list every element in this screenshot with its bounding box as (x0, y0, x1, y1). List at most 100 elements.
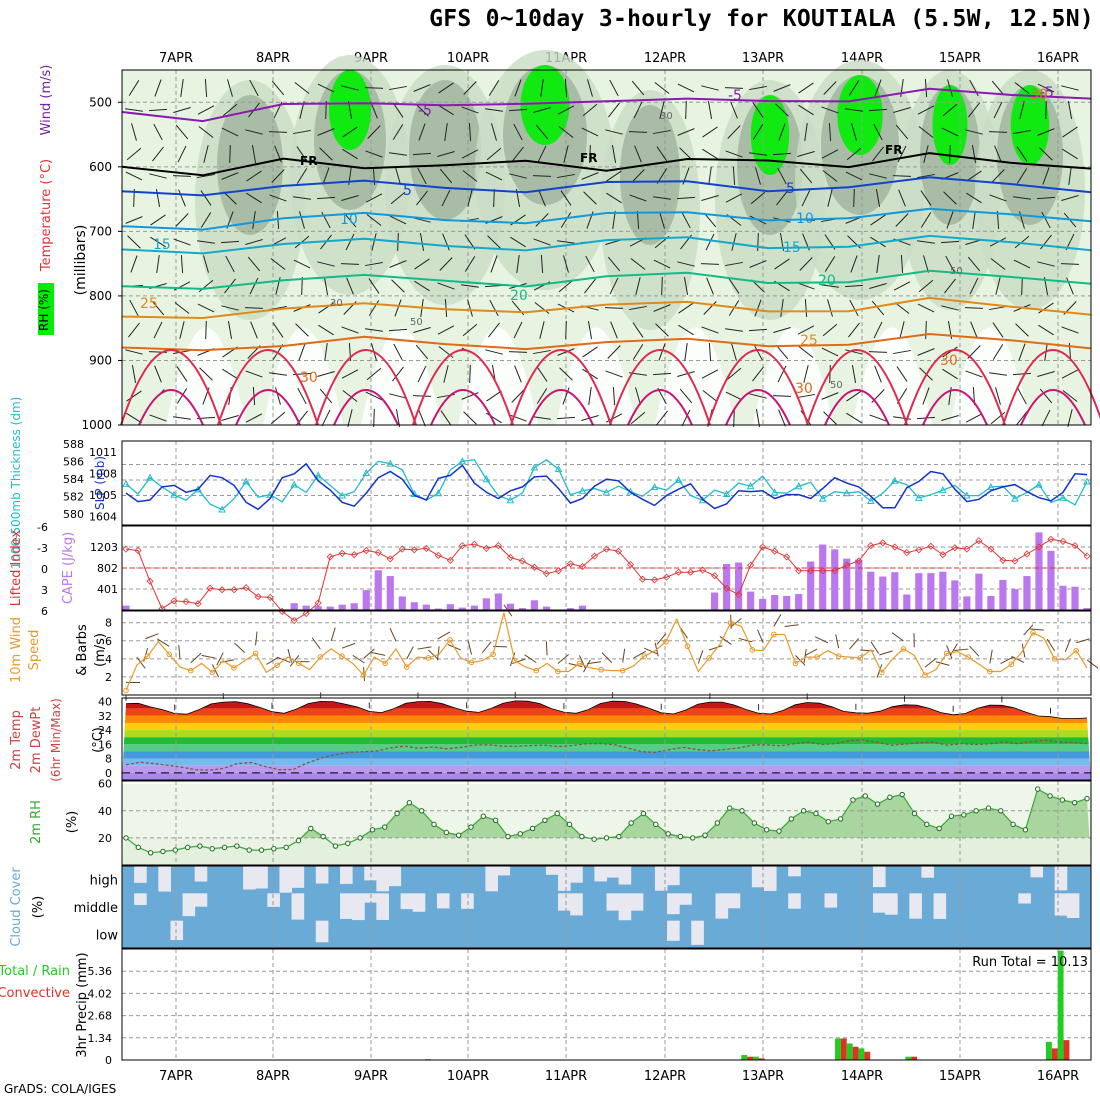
wind-barb (732, 166, 736, 186)
wind-barb (464, 256, 476, 272)
wind-speed-marker (706, 655, 712, 661)
wind-barb (1036, 196, 1056, 200)
wind-barb (323, 277, 329, 295)
thickness-marker (866, 496, 875, 504)
wind-barb (822, 323, 838, 337)
rh2m-marker (1071, 799, 1078, 806)
wind-barb (897, 145, 907, 163)
wind-barb (941, 305, 959, 311)
cape-bar (999, 579, 1007, 610)
cape-bar (470, 605, 478, 610)
wind-barb-10m (804, 648, 818, 657)
wind-barb-10m (190, 652, 202, 663)
wind-barb (1062, 148, 1078, 160)
thickness-marker (506, 496, 515, 504)
wind-barb (126, 390, 142, 402)
wind-barb (223, 191, 237, 205)
cape-bar (759, 598, 767, 610)
temp2m-tick-label: 32 (98, 710, 112, 723)
thickness-marker (939, 486, 947, 494)
cloud-gap (933, 893, 947, 919)
temp-contour-label: 10 (340, 212, 358, 228)
rh2m-marker (283, 844, 289, 851)
wind-barb (995, 277, 1001, 295)
wind-barb (628, 131, 648, 133)
wind-barb (918, 279, 934, 293)
wind-barb (199, 367, 213, 381)
temp-band (122, 730, 1091, 738)
precip-total-bar (741, 1055, 748, 1060)
wind-barb (971, 145, 977, 163)
lifted-index-marker (122, 545, 130, 553)
cloud-gap (679, 893, 692, 905)
lifted-index-marker (987, 545, 995, 553)
cape-bar (963, 596, 971, 610)
wind-barb (250, 321, 258, 339)
wind-barb (441, 189, 451, 207)
cape-bar (1035, 532, 1043, 610)
wind-barb (874, 365, 882, 383)
wind-barb (1015, 323, 1029, 337)
rh2m-marker (628, 820, 634, 826)
lifted-index-marker (735, 591, 743, 599)
cape-bar (1023, 576, 1031, 610)
wind-barb (778, 123, 786, 141)
cape-bar (819, 544, 827, 610)
precip-axis-label: 3hr Precip (mm) (75, 952, 90, 1057)
rh2m-marker (813, 810, 819, 817)
lifted-index-marker (206, 584, 214, 592)
lifted-index-tick-label: 0 (41, 563, 48, 576)
wind-barb (898, 189, 906, 207)
rh-contour-label: 30 (660, 111, 673, 122)
wind-tick-label: 6 (105, 635, 112, 648)
wind-speed-marker (576, 660, 583, 667)
wind-barb (991, 80, 1005, 96)
wind-barb-10m (949, 643, 958, 656)
cloud-gap (1018, 893, 1031, 904)
cape-bar (891, 572, 899, 610)
wind-speed-marker (382, 660, 388, 667)
wind-barb (797, 282, 815, 290)
rh2m-marker (566, 821, 573, 828)
rh2m-low-band (122, 837, 1091, 865)
dry-valley (655, 327, 735, 425)
wind-barb (630, 411, 646, 425)
wind-barb (513, 321, 523, 339)
thickness-marker (674, 475, 683, 483)
lifted-index-marker (831, 567, 839, 575)
chart-title: GFS 0~10day 3-hourly for KOUTIALA (5.5W,… (429, 6, 1094, 32)
cloud-gap (788, 893, 801, 909)
wind-barb-10m (1021, 643, 1026, 658)
wind-barb (317, 128, 335, 136)
wind-barb (965, 129, 983, 135)
wind-barb (394, 299, 402, 317)
wind-barb (173, 349, 191, 355)
wind-barb (317, 371, 335, 377)
wind-barb (632, 344, 644, 360)
wind-barb (1013, 196, 1031, 200)
lifted-index-marker (662, 573, 671, 581)
wind-barb (562, 387, 570, 405)
rh2m-marker (554, 810, 560, 817)
panel-frame (121, 525, 1092, 611)
dry-valley (556, 327, 636, 425)
wind-barb (125, 171, 143, 181)
slp-tick-label: 1008 (89, 468, 117, 481)
wind-barb (728, 278, 740, 294)
wind-barb-10m (587, 661, 602, 665)
lifted-index-marker (242, 584, 250, 592)
wind-barb (656, 410, 668, 426)
wind-barb (533, 107, 551, 113)
wind-barb (583, 191, 597, 205)
wind-barb-10m (849, 638, 860, 650)
wind-tick-label: 4 (105, 653, 112, 666)
lifted-index-marker (530, 563, 538, 571)
wind-barb (804, 298, 808, 318)
temp2m-axis-label-b: 2m DewPt (29, 707, 44, 774)
wind-barb (540, 79, 544, 97)
rh2m-marker (431, 821, 437, 828)
wind-barb (493, 188, 495, 208)
wind-barb (892, 175, 912, 177)
wind-speed-marker (663, 638, 669, 645)
wind-barb-10m (757, 629, 764, 643)
